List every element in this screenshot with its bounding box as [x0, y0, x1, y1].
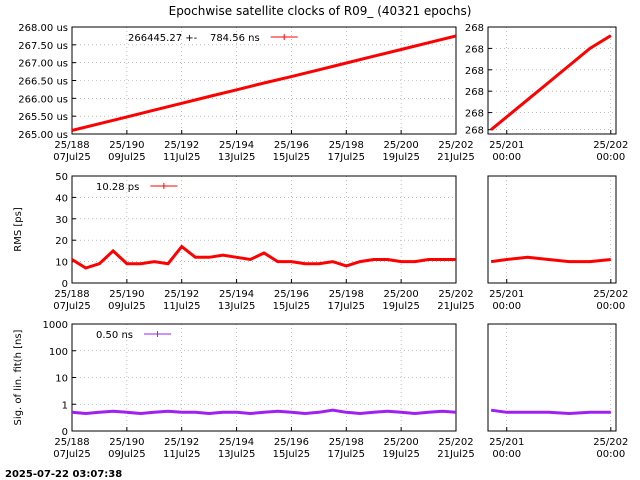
y-axis-label: RMS [ps]: [13, 207, 24, 252]
timestamp: 2025-07-22 03:07:38: [5, 469, 122, 480]
x-tick-label: 25/196 15Jul25: [273, 289, 311, 312]
x-tick-label: 25/201 00:00: [489, 437, 524, 460]
series-line: [72, 244, 456, 270]
y-tick-label: 268: [465, 66, 484, 77]
x-tick-label: 25/196 15Jul25: [273, 140, 311, 163]
plot-frame: [71, 26, 457, 135]
x-tick-label: 25/190 09Jul25: [108, 140, 146, 163]
x-tick-label: 25/188 07Jul25: [53, 289, 91, 312]
x-tick-label: 25/194 13Jul25: [218, 289, 256, 312]
y-tick-label: 30: [55, 215, 68, 226]
x-tick-label: 25/192 11Jul25: [163, 289, 201, 312]
series-line: [490, 408, 611, 416]
y-tick-label: 268: [465, 126, 484, 137]
y-tick-label: 266.00 us: [18, 94, 68, 105]
x-tick-label: 25/194 13Jul25: [218, 437, 256, 460]
y-tick-label: 20: [55, 236, 68, 247]
series-line: [72, 408, 456, 416]
x-tick-label: 25/200 19Jul25: [382, 140, 420, 163]
plot-frame: [71, 323, 457, 432]
x-tick-label: 25/202 00:00: [593, 140, 628, 163]
y-tick-label: 267.50 us: [18, 41, 68, 52]
y-tick-label: 266.50 us: [18, 77, 68, 88]
x-tick-label: 25/202 21Jul25: [437, 437, 475, 460]
page-title: Epochwise satellite clocks of R09_ (4032…: [169, 4, 472, 18]
legend-label: 266445.27 +- 784.56 ns: [128, 33, 260, 44]
x-tick-label: 25/201 00:00: [489, 289, 524, 312]
y-tick-label: 1000: [43, 320, 68, 331]
y-tick-label: 40: [55, 193, 68, 204]
legend-marker: [281, 34, 288, 40]
x-tick-label: 25/198 17Jul25: [328, 289, 366, 312]
y-tick-label: 1: [62, 400, 68, 411]
y-tick-label: 265.50 us: [18, 112, 68, 123]
x-tick-label: 25/198 17Jul25: [328, 140, 366, 163]
y-tick-label: 0: [62, 279, 68, 290]
x-tick-label: 25/190 09Jul25: [108, 437, 146, 460]
x-tick-label: 25/188 07Jul25: [53, 437, 91, 460]
y-tick-label: 10: [55, 374, 68, 385]
legend-marker: [154, 331, 161, 337]
series-line: [490, 34, 612, 131]
x-tick-label: 25/198 17Jul25: [328, 437, 366, 460]
x-tick-label: 25/202 00:00: [593, 289, 628, 312]
y-tick-label: 267.00 us: [18, 59, 68, 70]
y-tick-label: 268: [465, 23, 484, 34]
x-tick-label: 25/192 11Jul25: [163, 437, 201, 460]
y-tick-label: 50: [55, 172, 68, 183]
x-tick-label: 25/201 00:00: [489, 140, 524, 163]
y-tick-label: 268: [465, 87, 484, 98]
legend-marker: [160, 183, 167, 189]
plot-frame: [487, 175, 617, 284]
x-tick-label: 25/196 15Jul25: [273, 437, 311, 460]
y-tick-label: 100: [49, 347, 68, 358]
x-tick-label: 25/200 19Jul25: [382, 289, 420, 312]
x-tick-label: 25/202 00:00: [593, 437, 628, 460]
legend-label: 0.50 ns: [96, 330, 133, 341]
y-axis-label: Sig. of lin. fit(h [ns]: [13, 329, 24, 425]
series-line: [72, 34, 456, 132]
legend-label: 10.28 ps: [96, 182, 139, 193]
y-tick-label: 268: [465, 44, 484, 55]
x-tick-label: 25/194 13Jul25: [218, 140, 256, 163]
x-tick-label: 25/190 09Jul25: [108, 289, 146, 312]
series-line: [490, 255, 611, 264]
y-tick-label: 10: [55, 258, 68, 269]
x-tick-label: 25/192 11Jul25: [163, 140, 201, 163]
x-tick-label: 25/188 07Jul25: [53, 140, 91, 163]
y-tick-label: 265.00 us: [18, 130, 68, 141]
x-tick-label: 25/200 19Jul25: [382, 437, 420, 460]
y-tick-label: 268.00 us: [18, 23, 68, 34]
y-tick-label: 268: [465, 109, 484, 120]
plot-frame: [487, 26, 617, 135]
x-tick-label: 25/202 21Jul25: [437, 140, 475, 163]
x-tick-label: 25/202 21Jul25: [437, 289, 475, 312]
y-tick-label: 0: [62, 427, 68, 438]
plot-frame: [487, 323, 617, 432]
plot-frame: [71, 175, 457, 284]
